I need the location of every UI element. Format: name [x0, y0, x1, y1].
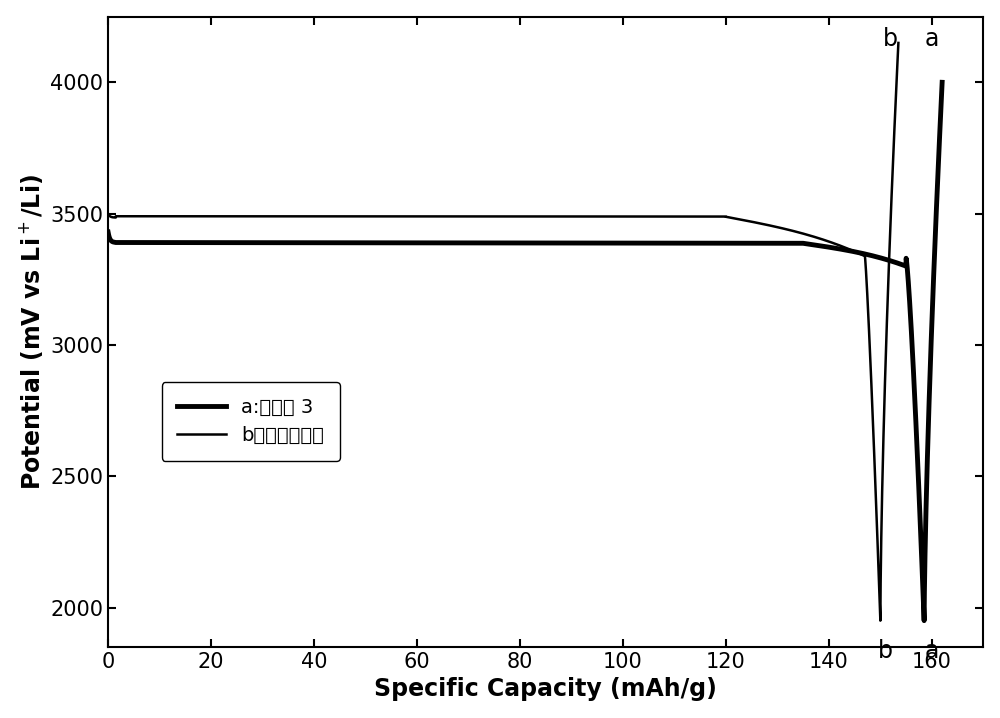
Text: a: a	[925, 639, 939, 663]
Y-axis label: Potential (mV vs Li$^+$/Li): Potential (mV vs Li$^+$/Li)	[17, 174, 45, 490]
Legend: a:实施例 3, b：对比实施例: a:实施例 3, b：对比实施例	[162, 382, 340, 461]
Text: a: a	[925, 27, 939, 51]
X-axis label: Specific Capacity (mAh/g): Specific Capacity (mAh/g)	[374, 677, 717, 701]
Text: b: b	[883, 27, 898, 51]
Text: b: b	[878, 639, 893, 663]
